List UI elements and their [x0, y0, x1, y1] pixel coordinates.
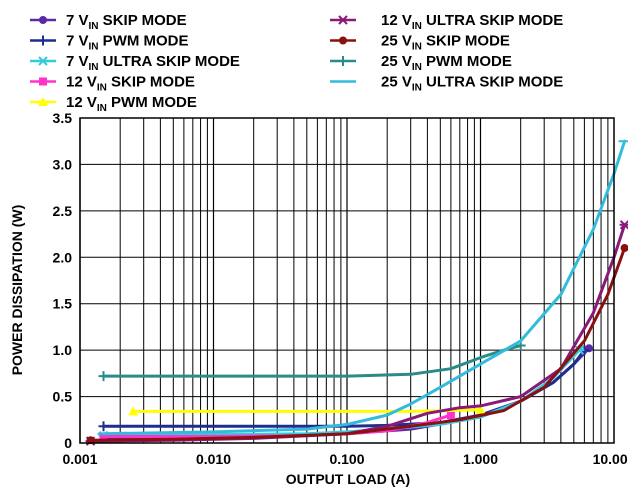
- legend-marker: [39, 77, 47, 86]
- y-tick-label: 0.5: [53, 389, 73, 405]
- series-line: [102, 139, 627, 436]
- legend-marker: [338, 15, 348, 25]
- data-point: [620, 244, 628, 252]
- y-tick-label: 1.0: [53, 342, 73, 358]
- data-point: [446, 411, 455, 420]
- tick-labels: 0.001 0.010 0.100 1.000 10.000 0 0.5 1.0 1.5 2.0 2…: [53, 110, 628, 467]
- y-tick-label: 1.5: [53, 296, 73, 312]
- series-line: [102, 348, 586, 428]
- legend-marker: [339, 36, 347, 45]
- series-2: [98, 345, 590, 432]
- x-tick-label: 0.100: [329, 451, 364, 467]
- data-point: [128, 406, 139, 416]
- y-tick-label: 3.5: [53, 110, 73, 126]
- legend-item-5: 12 VIN PWM MODE: [30, 94, 197, 114]
- data-point: [475, 404, 486, 414]
- series-line: [102, 348, 581, 438]
- legend-marker: [39, 16, 47, 24]
- legend-item-8: 25 VIN PWM MODE: [330, 53, 512, 73]
- legend-item-1: 7 VIN SKIP MODE: [30, 12, 187, 32]
- legend-item-2: 7 VIN PWM MODE: [30, 33, 189, 53]
- x-tick-label: 0.010: [196, 451, 231, 467]
- legend-item-9: 25 VIN ULTRA SKIP MODE: [330, 74, 563, 94]
- x-axis-label: OUTPUT LOAD (A): [286, 471, 410, 487]
- legend-item-6: 12 VIN ULTRA SKIP MODE: [330, 12, 563, 32]
- series-7: [86, 244, 628, 445]
- series-9: [97, 139, 628, 436]
- y-tick-label: 0: [64, 435, 72, 451]
- legend-item-4: 12 VIN SKIP MODE: [30, 74, 195, 94]
- series-layer: [85, 139, 628, 446]
- legend-item-7: 25 VIN SKIP MODE: [330, 33, 510, 53]
- series-5: [128, 404, 486, 416]
- data-point: [99, 432, 108, 441]
- y-tick-label: 3.0: [53, 156, 73, 172]
- legend-label: 7 VIN ULTRA SKIP MODE: [66, 53, 240, 73]
- y-tick-label: 2.0: [53, 249, 73, 265]
- legend-label: 25 VIN SKIP MODE: [381, 33, 510, 53]
- legend-label: 12 VIN PWM MODE: [66, 94, 197, 114]
- axes: [79, 117, 615, 444]
- legend-label: 12 VIN ULTRA SKIP MODE: [381, 12, 563, 32]
- legend-item-3: 7 VIN ULTRA SKIP MODE: [30, 53, 240, 73]
- legend-label: 12 VIN SKIP MODE: [66, 74, 195, 94]
- x-tick-label: 0.001: [62, 451, 97, 467]
- data-point: [98, 421, 109, 432]
- y-axis-label: POWER DISSIPATION (W): [9, 205, 25, 376]
- legend-marker: [38, 35, 48, 46]
- legend-marker: [338, 56, 348, 66]
- legend-marker: [38, 56, 48, 66]
- series-line: [131, 408, 482, 413]
- series-line: [89, 246, 627, 442]
- x-tick-label: 10.000: [593, 451, 628, 467]
- plot-frame: [79, 117, 615, 444]
- y-tick-label: 2.5: [53, 203, 73, 219]
- legend-label: 7 VIN SKIP MODE: [66, 12, 187, 32]
- data-point: [98, 371, 109, 382]
- legend-marker: [38, 97, 48, 106]
- legend-label: 25 VIN PWM MODE: [381, 53, 512, 73]
- x-tick-label: 1.000: [463, 451, 498, 467]
- legend-label: 25 VIN ULTRA SKIP MODE: [381, 74, 563, 94]
- legend-label: 7 VIN PWM MODE: [66, 33, 189, 53]
